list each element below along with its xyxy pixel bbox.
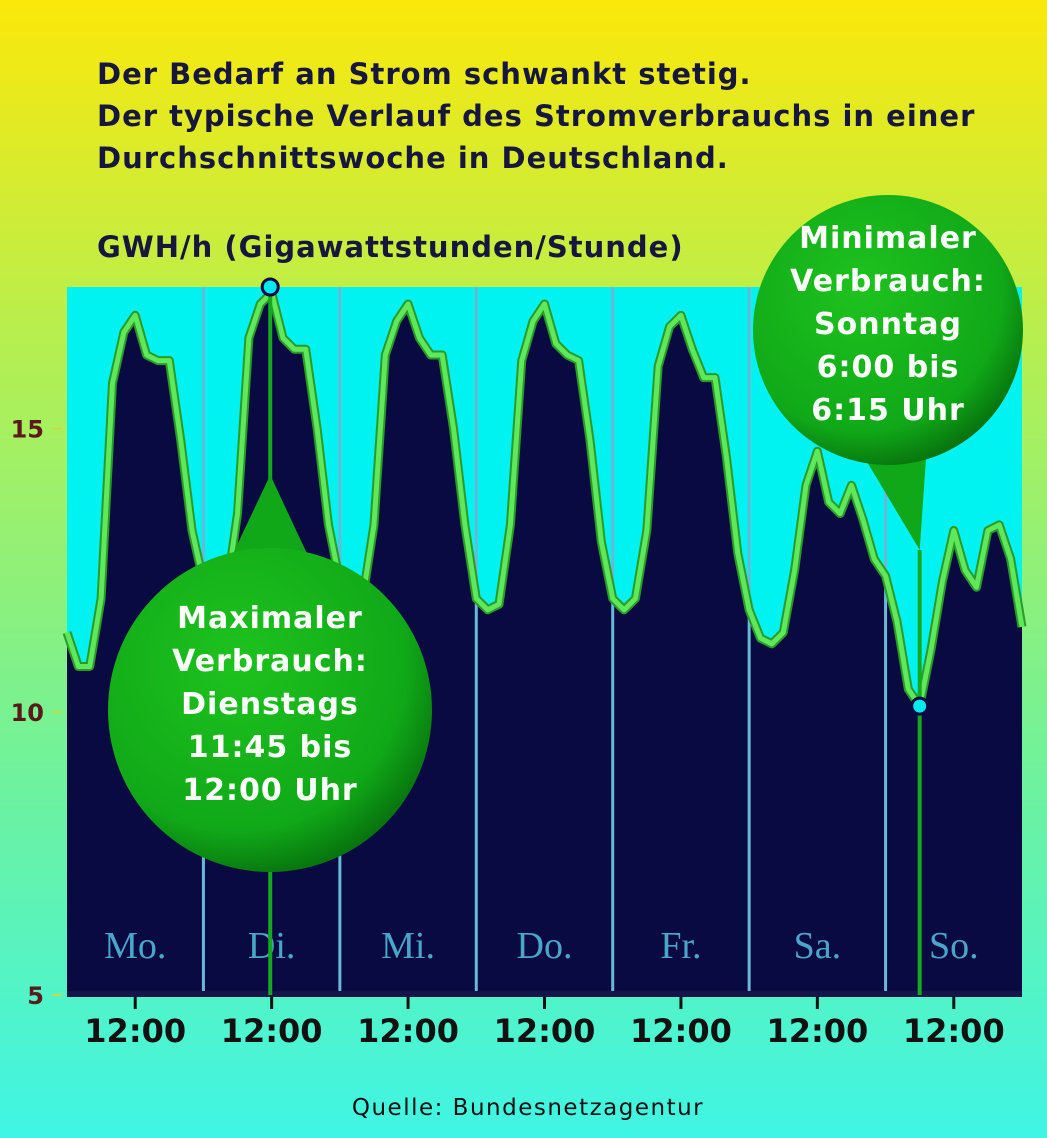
x-tick-label: 12:00 [221, 1012, 323, 1050]
x-tick-label: 12:00 [766, 1012, 868, 1050]
day-label: Fr. [660, 925, 701, 967]
annotation-marker [260, 277, 280, 297]
y-tick-label: 15 [11, 416, 44, 444]
x-axis-base [67, 991, 1022, 997]
annotation-text: 6:15 Uhr [811, 393, 965, 428]
day-label: Do. [517, 925, 573, 967]
bubble-pointer [230, 475, 310, 560]
annotation-text: Maximaler [177, 601, 363, 636]
annotation-text: Sonntag [814, 307, 962, 342]
day-label: Mo. [104, 925, 166, 967]
annotation-text: Verbrauch: [790, 264, 986, 299]
x-tick-label: 12:00 [84, 1012, 186, 1050]
x-tick-label: 12:00 [357, 1012, 459, 1050]
day-label: Mi. [381, 925, 435, 967]
annotation-text: Verbrauch: [172, 644, 368, 679]
y-axis-label: GWH/h (Gigawattstunden/Stunde) [97, 230, 684, 264]
annotation-text: 11:45 bis [188, 730, 353, 765]
annotation-text: Dienstags [181, 687, 359, 722]
day-label: So. [929, 925, 979, 967]
x-tick-label: 12:00 [494, 1012, 596, 1050]
x-tick-label: 12:00 [903, 1012, 1005, 1050]
title-line: Der typische Verlauf des Stromverbrauchs… [97, 99, 975, 133]
annotation-marker [910, 696, 930, 716]
bubble [108, 548, 432, 872]
source: Quelle: Bundesnetzagentur [352, 1095, 704, 1121]
annotation-text: 12:00 Uhr [182, 773, 357, 808]
y-tick-label: 10 [11, 699, 44, 727]
bubble [753, 195, 1023, 465]
y-tick-label: 5 [27, 982, 44, 1010]
annotation-text: Minimaler [799, 221, 977, 256]
title-line: Durchschnittswoche in Deutschland. [97, 141, 729, 175]
title-line: Der Bedarf an Strom schwankt stetig. [97, 57, 752, 91]
annotation-text: 6:00 bis [817, 350, 960, 385]
day-label: Sa. [794, 925, 842, 967]
overlay: Maximaler Verbrauch: Dienstags 11:45 bis 12:… [108, 195, 1023, 995]
x-tick-label: 12:00 [630, 1012, 732, 1050]
